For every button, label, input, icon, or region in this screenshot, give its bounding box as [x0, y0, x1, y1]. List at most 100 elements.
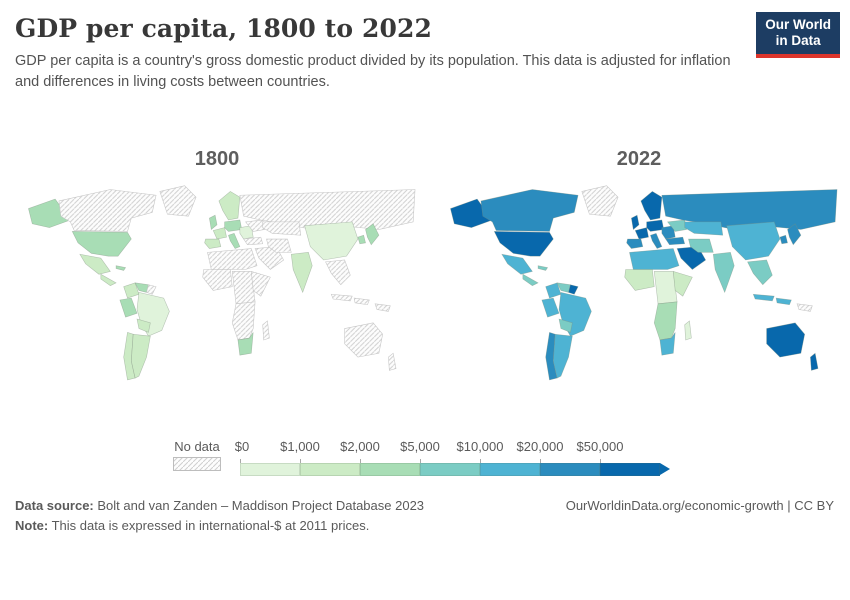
region-central-asia[interactable]: [684, 221, 724, 236]
owid-logo-line-2: in Data: [775, 33, 821, 49]
legend-bin-0[interactable]: [240, 463, 300, 477]
legend-tick-label-3: $5,000: [400, 439, 440, 455]
region-indonesia[interactable]: [330, 294, 353, 302]
region-guyana[interactable]: [568, 284, 579, 295]
region-iberia[interactable]: [626, 238, 644, 250]
region-iberia[interactable]: [204, 238, 222, 250]
region-canada[interactable]: [58, 189, 157, 232]
region-ukraine[interactable]: [667, 219, 687, 232]
region-papua[interactable]: [796, 303, 813, 312]
region-japan[interactable]: [365, 223, 380, 246]
region-papua[interactable]: [374, 303, 391, 312]
legend-tick-label-4: $10,000: [456, 439, 504, 455]
legend-tick-mark: [600, 459, 601, 464]
data-source-label: Data source:: [15, 498, 94, 514]
region-scandinavia[interactable]: [218, 191, 241, 221]
region-argentina[interactable]: [553, 334, 573, 379]
region-central-europe[interactable]: [646, 219, 665, 232]
region-north-africa[interactable]: [207, 248, 258, 270]
region-indonesia-east[interactable]: [775, 297, 792, 306]
region-bolivia[interactable]: [558, 318, 573, 333]
legend-tick-label-6: $50,000: [576, 439, 624, 455]
region-india[interactable]: [712, 252, 735, 294]
region-mexico[interactable]: [79, 254, 111, 275]
region-uk[interactable]: [631, 214, 640, 231]
region-ukraine[interactable]: [245, 219, 265, 232]
region-bolivia[interactable]: [136, 318, 151, 333]
owid-link[interactable]: OurWorldinData.org/economic-growth | CC …: [565, 498, 834, 514]
legend-bin-6[interactable]: [600, 463, 660, 477]
map-year-label-2022: 2022: [616, 148, 662, 171]
region-argentina[interactable]: [131, 334, 151, 379]
region-iran[interactable]: [266, 238, 292, 253]
legend-bin-1[interactable]: [300, 463, 360, 477]
legend-tick-label-0: $0: [234, 439, 250, 455]
region-new-zealand[interactable]: [388, 352, 397, 371]
no-data-swatch: [173, 457, 221, 472]
region-australia[interactable]: [344, 322, 383, 358]
legend-no-data[interactable]: No data: [173, 439, 221, 472]
region-cuba[interactable]: [115, 265, 127, 271]
region-mexico[interactable]: [501, 254, 533, 275]
region-scandinavia[interactable]: [640, 191, 663, 221]
region-uk[interactable]: [209, 214, 218, 231]
region-turkey[interactable]: [665, 236, 686, 246]
region-indonesia[interactable]: [752, 294, 775, 302]
region-se-asia[interactable]: [325, 259, 351, 286]
region-australia[interactable]: [766, 322, 805, 358]
region-cuba[interactable]: [537, 265, 549, 271]
region-madagascar[interactable]: [262, 320, 270, 341]
region-central-asia[interactable]: [262, 221, 302, 236]
region-guyana[interactable]: [146, 284, 157, 295]
region-south-africa[interactable]: [237, 332, 254, 356]
legend-tick-mark: [540, 459, 541, 464]
legend-tick-mark: [240, 459, 241, 464]
region-turkey[interactable]: [243, 236, 264, 246]
region-peru[interactable]: [119, 297, 138, 318]
region-east-africa[interactable]: [672, 271, 693, 297]
region-south-africa[interactable]: [659, 332, 676, 356]
region-france[interactable]: [212, 227, 227, 240]
region-se-asia[interactable]: [747, 259, 773, 286]
region-central-america[interactable]: [100, 273, 117, 287]
region-iran[interactable]: [688, 238, 714, 253]
region-west-africa[interactable]: [202, 269, 233, 291]
region-central-america[interactable]: [522, 273, 539, 287]
region-peru[interactable]: [541, 297, 560, 318]
legend-color-bar: [240, 463, 670, 477]
world-map-1800[interactable]: [17, 180, 417, 399]
region-greenland[interactable]: [159, 185, 197, 217]
legend-bin-2[interactable]: [360, 463, 420, 477]
legend-bin-3[interactable]: [420, 463, 480, 477]
region-indonesia-east[interactable]: [353, 297, 370, 306]
page-title: GDP per capita, 1800 to 2022: [15, 14, 432, 43]
region-north-africa[interactable]: [629, 248, 680, 270]
world-map-2022[interactable]: [439, 180, 839, 399]
region-korea[interactable]: [779, 235, 788, 245]
legend-tick-label-2: $2,000: [340, 439, 380, 455]
region-usa[interactable]: [493, 231, 554, 257]
region-korea[interactable]: [357, 235, 366, 245]
region-japan[interactable]: [787, 223, 802, 246]
region-china[interactable]: [304, 221, 359, 261]
chart-subtitle: GDP per capita is a country's gross dome…: [15, 51, 838, 92]
region-canada[interactable]: [480, 189, 579, 232]
region-madagascar[interactable]: [684, 320, 692, 341]
legend-bin-4[interactable]: [480, 463, 540, 477]
region-greenland[interactable]: [581, 185, 619, 217]
region-france[interactable]: [634, 227, 649, 240]
data-source-line: Data source: Bolt and van Zanden – Maddi…: [15, 496, 424, 516]
region-china[interactable]: [726, 221, 781, 261]
region-west-africa[interactable]: [624, 269, 655, 291]
region-italy[interactable]: [650, 233, 663, 250]
region-new-zealand[interactable]: [810, 352, 819, 371]
region-central-europe[interactable]: [224, 219, 243, 232]
owid-logo[interactable]: Our World in Data: [756, 12, 840, 58]
legend-bin-5[interactable]: [540, 463, 600, 477]
region-east-africa[interactable]: [250, 271, 271, 297]
region-italy[interactable]: [228, 233, 241, 250]
header: GDP per capita, 1800 to 2022 GDP per cap…: [15, 12, 840, 92]
region-india[interactable]: [290, 252, 313, 294]
region-usa[interactable]: [71, 231, 132, 257]
